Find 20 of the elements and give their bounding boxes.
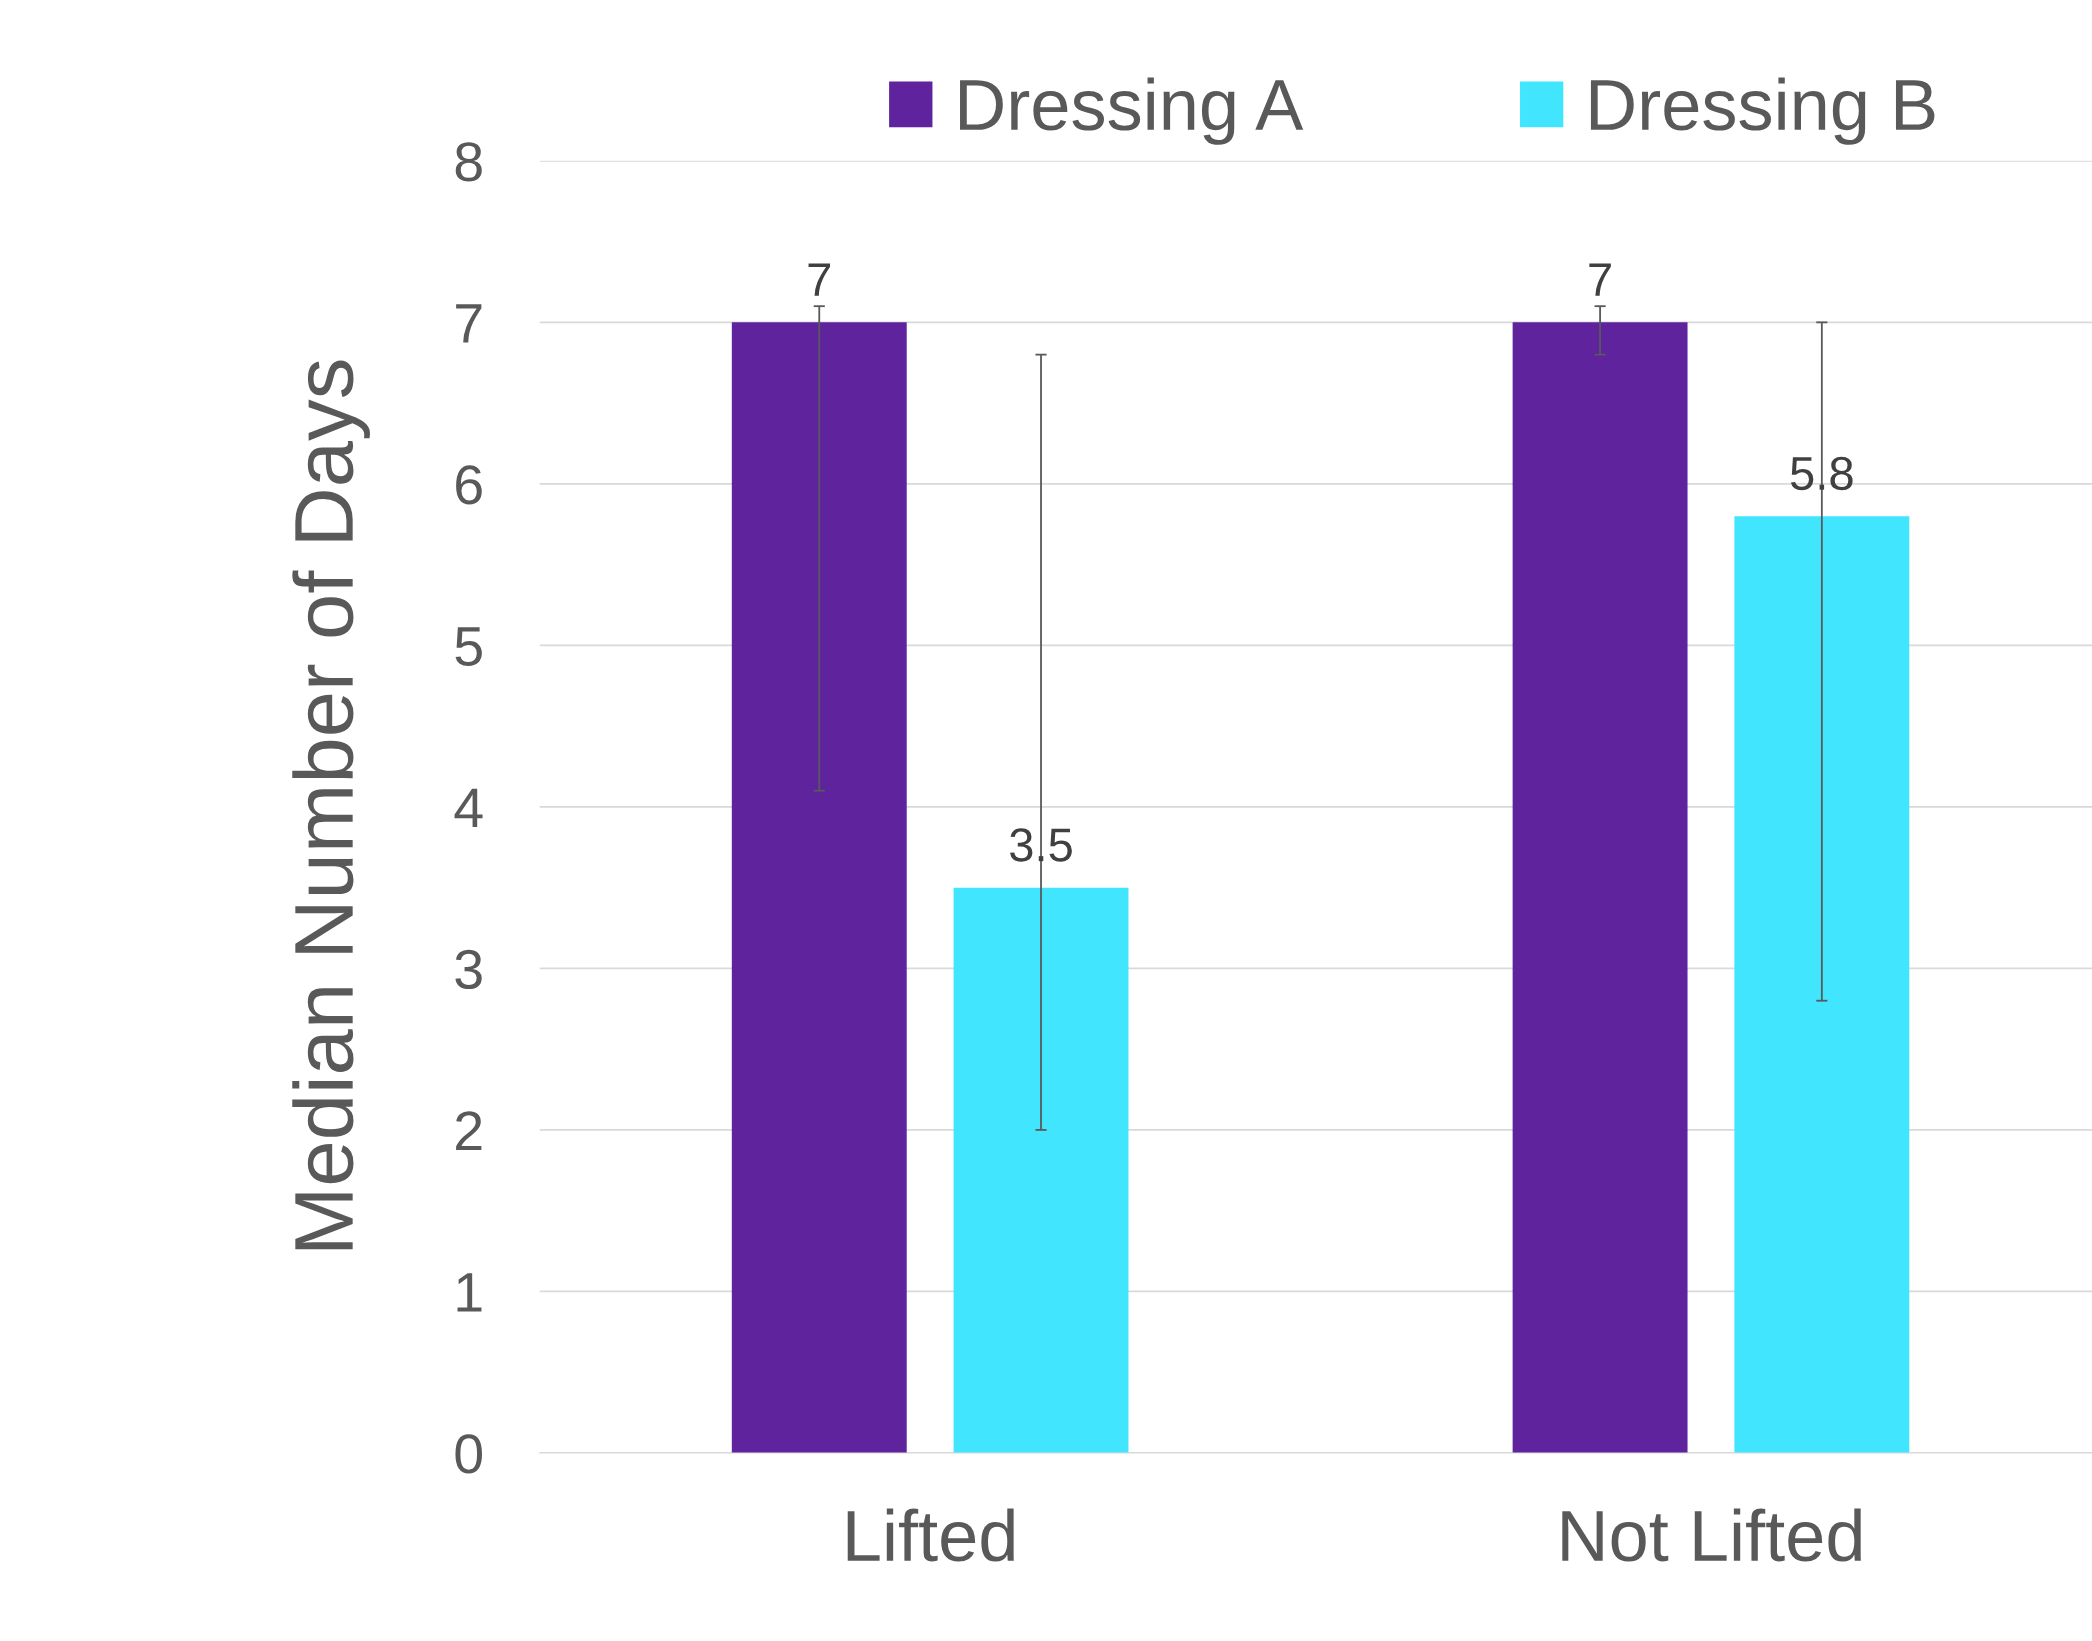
legend-label: Dressing A — [960, 77, 1304, 145]
y-tick-label: 0 — [455, 1434, 483, 1474]
y-tick-label: 4 — [454, 788, 483, 828]
bar — [731, 322, 907, 1453]
y-tick-label: 3 — [455, 949, 482, 990]
bar — [953, 887, 1129, 1453]
y-tick-label: 2 — [456, 1111, 482, 1151]
x-tick-label: Not Lifted — [1562, 1508, 1861, 1562]
bar — [1734, 516, 1910, 1453]
bar — [1512, 322, 1688, 1453]
y-tick-label: 7 — [456, 304, 482, 343]
data-label: 7 — [1589, 263, 1611, 296]
y-tick-label: 8 — [455, 142, 482, 182]
y-axis-title: Median Number of Days — [292, 360, 370, 1250]
legend-label: Dressing B — [1590, 77, 1935, 145]
x-tick-label: Lifted — [847, 1508, 1014, 1562]
data-label: 7 — [808, 263, 831, 296]
y-tick-label: 6 — [456, 465, 482, 505]
y-tick-label: 5 — [455, 627, 482, 667]
y-tick-label: 1 — [457, 1273, 482, 1312]
